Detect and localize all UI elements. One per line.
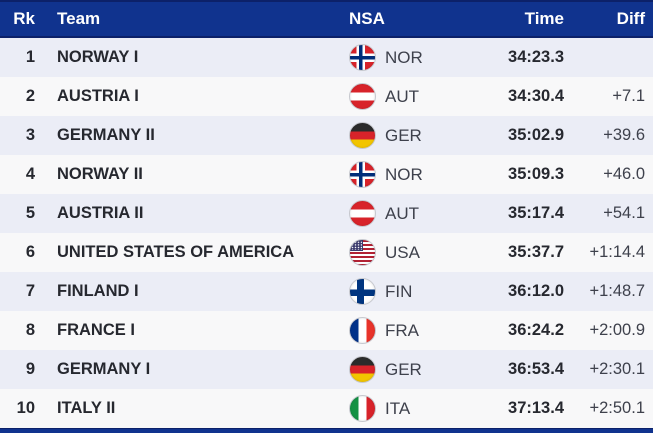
rank-cell: 5 — [25, 204, 35, 222]
team-name: NORWAY II — [57, 165, 143, 183]
flag-aut-icon — [349, 83, 376, 110]
flag-ger-icon — [349, 122, 376, 149]
table-row[interactable]: 2 AUSTRIA I AUT 34:30.4 +7.1 — [0, 77, 653, 116]
table-row[interactable]: 5 AUSTRIA II AUT 35:17.4 +54.1 — [0, 194, 653, 233]
table-row[interactable]: 9 GERMANY I GER 36:53.4 +2:30.1 — [0, 350, 653, 389]
team-name: NORWAY I — [57, 48, 139, 66]
rank-cell: 8 — [25, 321, 35, 339]
nsa-code: USA — [385, 242, 420, 262]
diff-cell: +2:30.1 — [589, 360, 645, 378]
nsa-code: GER — [385, 359, 422, 379]
nsa-code: NOR — [385, 164, 423, 184]
time-cell: 34:30.4 — [508, 87, 564, 105]
team-name: FINLAND I — [57, 282, 139, 300]
nsa-cell: ITA — [349, 395, 459, 422]
nsa-cell: GER — [349, 122, 459, 149]
table-row[interactable]: 7 FINLAND I FIN 36:12.0 +1:48.7 — [0, 272, 653, 311]
column-header-diff: Diff — [616, 9, 645, 28]
table-row[interactable]: 8 FRANCE I FRA 36:24.2 +2:00.9 — [0, 311, 653, 350]
rank-cell: 10 — [16, 399, 35, 417]
time-cell: 36:24.2 — [508, 321, 564, 339]
diff-cell: +39.6 — [603, 126, 645, 144]
nsa-code: NOR — [385, 47, 423, 67]
nsa-cell: NOR — [349, 44, 459, 71]
flag-ger-icon — [349, 356, 376, 383]
nsa-code: ITA — [385, 398, 411, 418]
time-cell: 35:09.3 — [508, 165, 564, 183]
table-row[interactable]: 3 GERMANY II GER 35:02.9 +39.6 — [0, 116, 653, 155]
nsa-code: GER — [385, 125, 422, 145]
flag-usa-icon — [349, 239, 376, 266]
nsa-code: FIN — [385, 281, 413, 301]
team-name: FRANCE I — [57, 321, 135, 339]
team-name: AUSTRIA I — [57, 87, 139, 105]
diff-cell: +54.1 — [603, 204, 645, 222]
table-row[interactable]: 10 ITALY II ITA 37:13.4 +2:50.1 — [0, 389, 653, 428]
rank-cell: 1 — [25, 48, 35, 66]
time-cell: 35:02.9 — [508, 126, 564, 144]
time-cell: 36:53.4 — [508, 360, 564, 378]
column-header-rank: Rk — [13, 9, 35, 28]
diff-cell: +2:50.1 — [589, 399, 645, 417]
nsa-cell: FIN — [349, 278, 459, 305]
time-cell: 36:12.0 — [508, 282, 564, 300]
diff-cell: +46.0 — [603, 165, 645, 183]
nsa-code: AUT — [385, 86, 419, 106]
diff-cell: +1:14.4 — [589, 243, 645, 261]
diff-cell: +1:48.7 — [589, 282, 645, 300]
nsa-cell: NOR — [349, 161, 459, 188]
team-name: UNITED STATES OF AMERICA — [57, 243, 295, 261]
column-header-nsa: NSA — [349, 9, 385, 28]
nsa-code: AUT — [385, 203, 419, 223]
diff-cell: +7.1 — [612, 87, 645, 105]
flag-nor-icon — [349, 161, 376, 188]
flag-nor-icon — [349, 44, 376, 71]
rank-cell: 6 — [25, 243, 35, 261]
team-name: AUSTRIA II — [57, 204, 144, 222]
rank-cell: 2 — [25, 87, 35, 105]
flag-ita-icon — [349, 395, 376, 422]
rank-cell: 9 — [25, 360, 35, 378]
column-header-time: Time — [524, 9, 564, 28]
column-header-team: Team — [57, 9, 101, 28]
nsa-cell: USA — [349, 239, 459, 266]
results-body: 1 NORWAY I NOR 34:23.3 2 AUSTRIA I AUT 3… — [0, 38, 653, 428]
team-name: GERMANY I — [57, 360, 151, 378]
time-cell: 35:37.7 — [508, 243, 564, 261]
time-cell: 34:23.3 — [508, 48, 564, 66]
nsa-code: FRA — [385, 320, 419, 340]
flag-fin-icon — [349, 278, 376, 305]
table-bottom-border — [0, 428, 653, 433]
table-row[interactable]: 6 UNITED STATES OF AMERICA USA 35:37.7 +… — [0, 233, 653, 272]
time-cell: 35:17.4 — [508, 204, 564, 222]
table-header-row: Rk Team NSA Time Diff — [0, 0, 653, 38]
time-cell: 37:13.4 — [508, 399, 564, 417]
team-name: ITALY II — [57, 399, 116, 417]
nsa-cell: AUT — [349, 200, 459, 227]
table-row[interactable]: 4 NORWAY II NOR 35:09.3 +46.0 — [0, 155, 653, 194]
flag-fra-icon — [349, 317, 376, 344]
nsa-cell: GER — [349, 356, 459, 383]
rank-cell: 7 — [25, 282, 35, 300]
rank-cell: 3 — [25, 126, 35, 144]
table-row[interactable]: 1 NORWAY I NOR 34:23.3 — [0, 38, 653, 77]
nsa-cell: FRA — [349, 317, 459, 344]
rank-cell: 4 — [25, 165, 35, 183]
flag-aut-icon — [349, 200, 376, 227]
diff-cell: +2:00.9 — [589, 321, 645, 339]
nsa-cell: AUT — [349, 83, 459, 110]
team-name: GERMANY II — [57, 126, 155, 144]
